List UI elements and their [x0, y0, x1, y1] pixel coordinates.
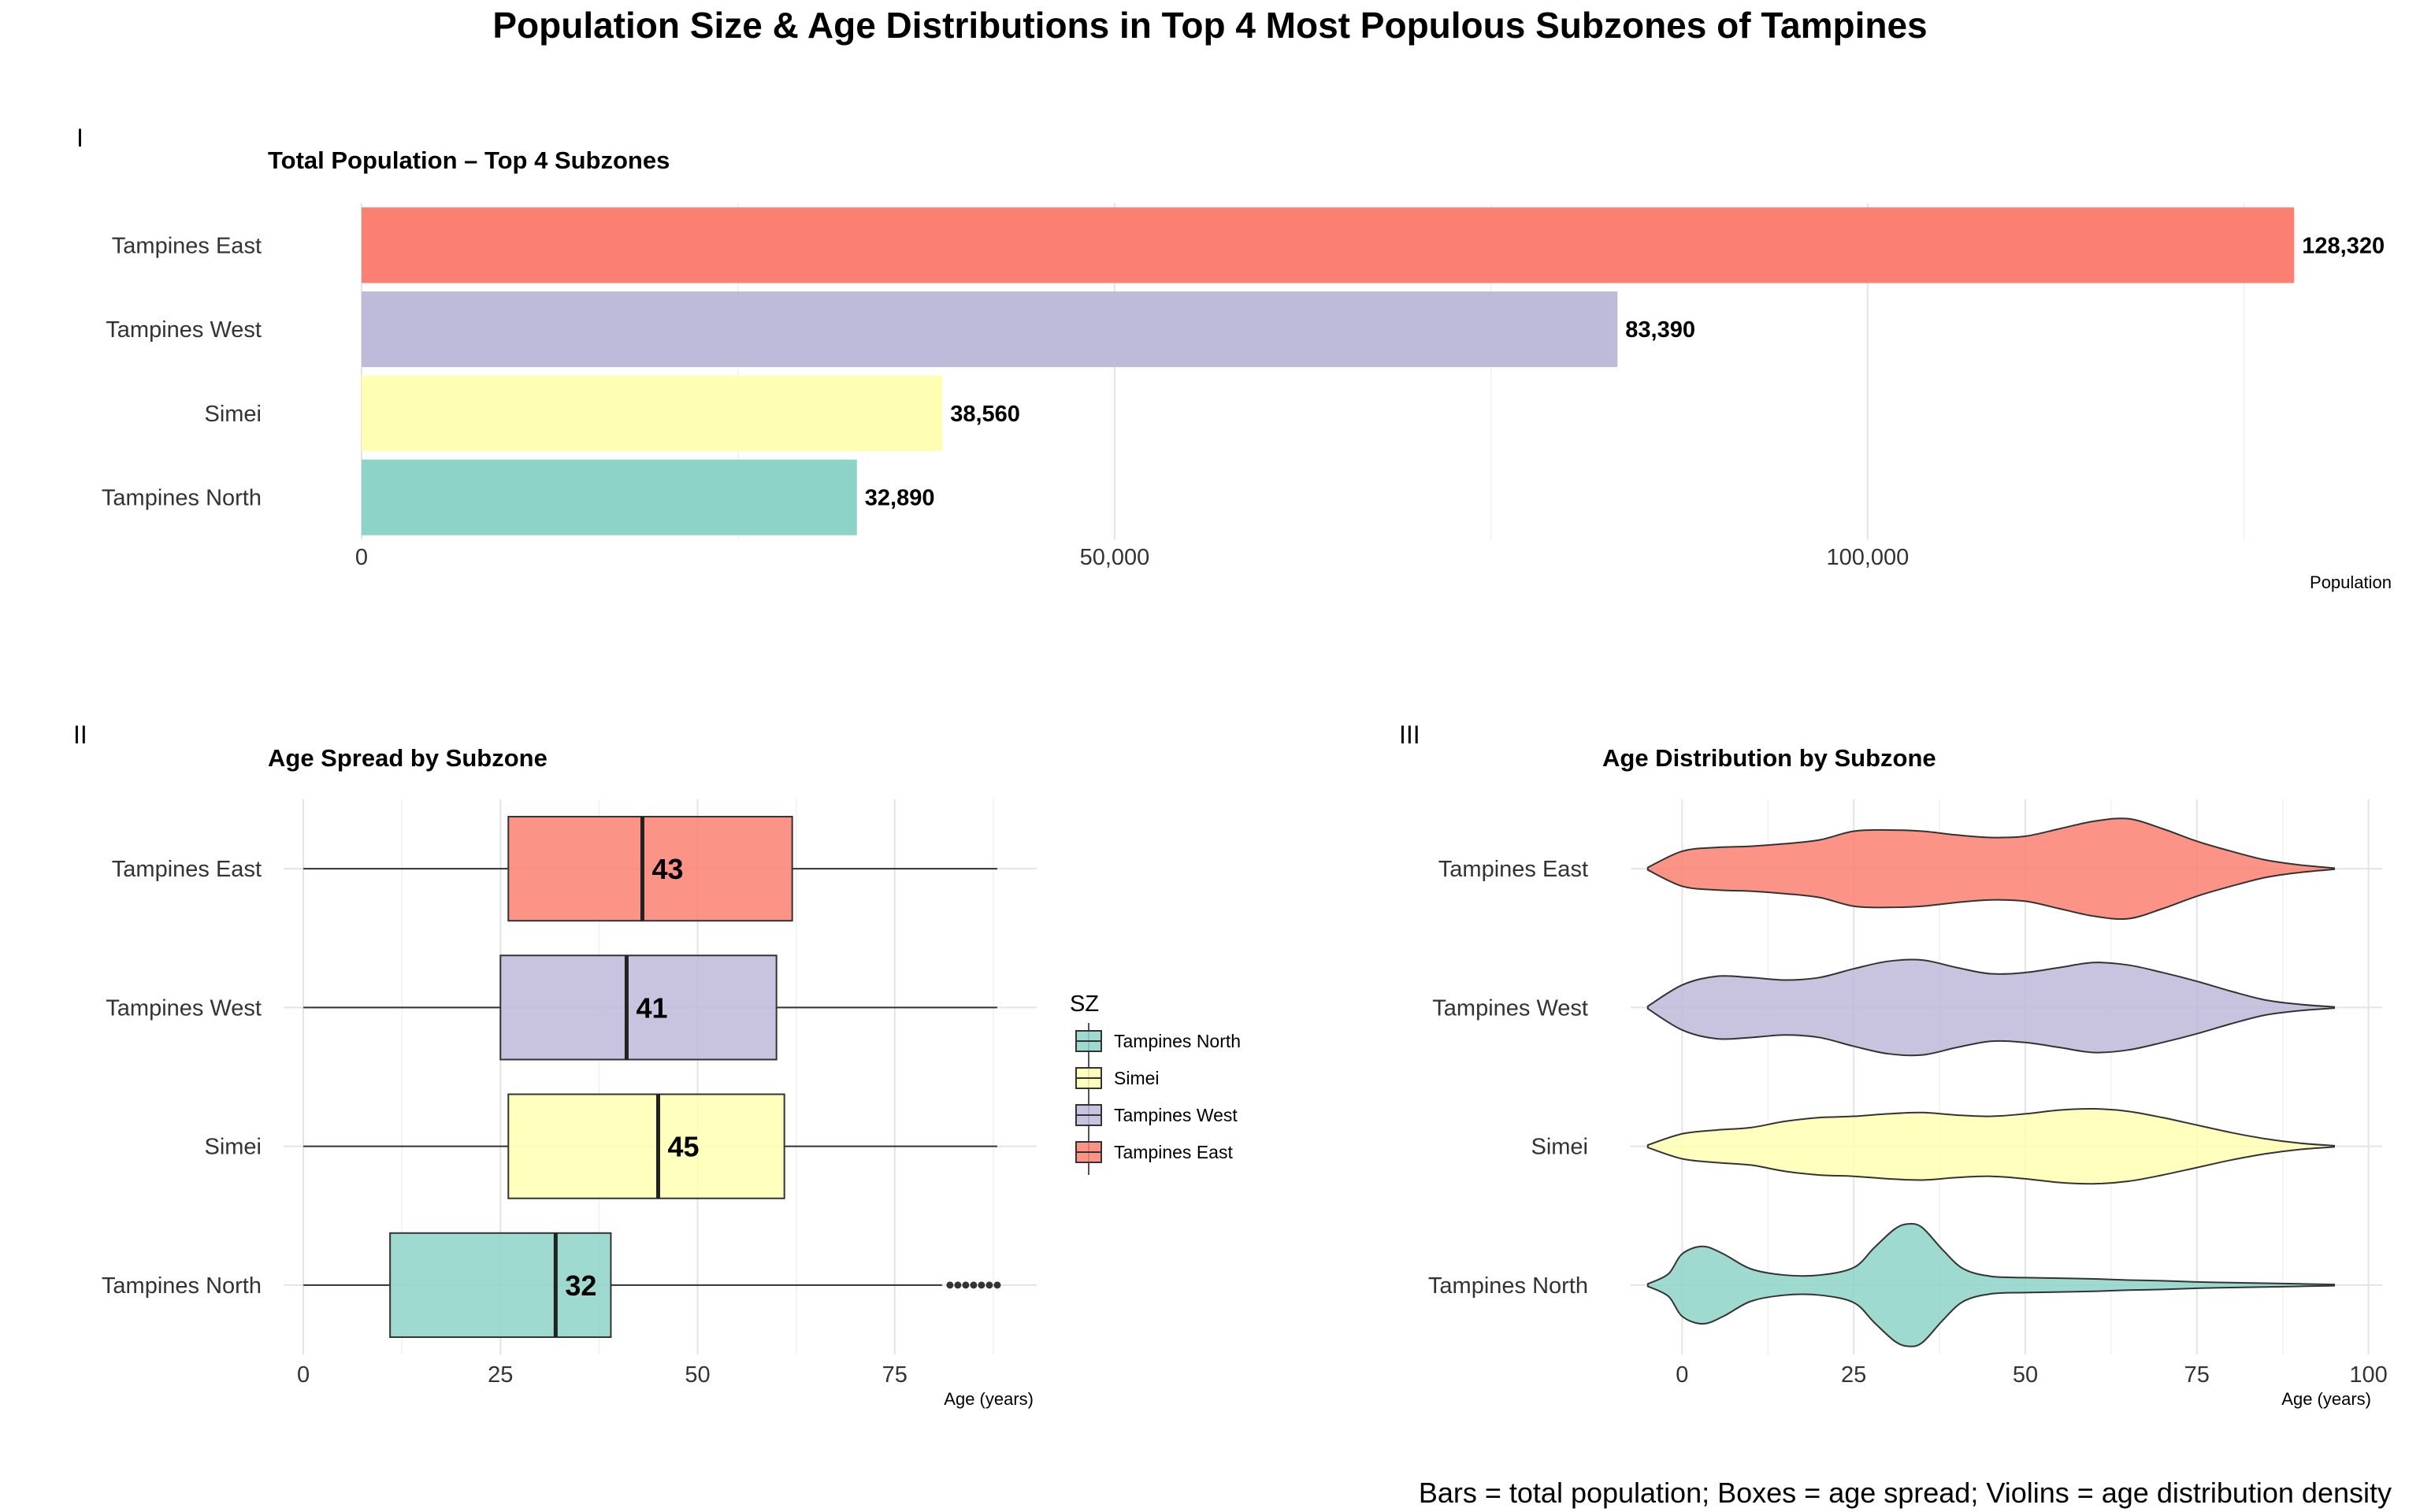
box-iqr: [389, 1232, 612, 1338]
box-outlier-point: [978, 1281, 985, 1289]
panel-title-bar: Total Population – Top 4 Subzones: [268, 146, 670, 174]
violin-tick-label: 50: [2013, 1362, 2038, 1388]
box-category-labels: Tampines East Tampines West Simei Tampines …: [102, 857, 262, 1299]
box-simei: 45: [303, 1093, 997, 1199]
panel-population-bar: I Total Population – Top 4 Subzones 128,…: [76, 124, 2392, 592]
panel-tag-3: III: [1399, 721, 1420, 749]
violin-category-label: Tampines North: [1428, 1273, 1588, 1299]
bar-tampines-west: [362, 291, 1618, 368]
violin-x-axis-title: Age (years): [2281, 1389, 2371, 1409]
violin-marks: [1646, 817, 2336, 1347]
violin-category-label: Simei: [1531, 1135, 1588, 1160]
legend-label: Simei: [1114, 1068, 1160, 1088]
legend-label: Tampines West: [1114, 1105, 1238, 1125]
bar-category-label: Simei: [204, 402, 262, 427]
bar-value-label: 128,320: [2302, 233, 2385, 258]
violin-category-labels: Tampines East Tampines West Simei Tampines …: [1428, 857, 1588, 1299]
box-category-label: Tampines East: [112, 857, 262, 882]
legend-entry-tampines-north: Tampines North: [1075, 1023, 1241, 1064]
bar-value-label: 83,390: [1625, 317, 1695, 343]
bar-tick-label: 0: [355, 545, 368, 570]
figure-caption: Bars = total population; Boxes = age spr…: [1419, 1477, 2392, 1509]
box-x-axis-title: Age (years): [944, 1389, 1034, 1409]
violin-category-label: Tampines West: [1432, 995, 1588, 1021]
legend-label: Tampines East: [1114, 1142, 1233, 1162]
box-tampines-north: 32: [303, 1232, 1001, 1338]
bar-category-label: Tampines North: [102, 486, 262, 511]
figure-title: Population Size & Age Distributions in T…: [492, 5, 1927, 46]
violin-tick-label: 0: [1676, 1362, 1688, 1388]
violin-tampines-east: [1646, 817, 2336, 921]
bar-tick-label: 50,000: [1080, 545, 1150, 570]
violin-tick-labels: 0 25 50 75 100: [1676, 1362, 2387, 1388]
box-median-label: 45: [667, 1131, 699, 1163]
bar-simei: [362, 375, 943, 451]
legend-entry-tampines-west: Tampines West: [1075, 1097, 1238, 1138]
box-tick-label: 25: [488, 1362, 513, 1388]
box-outlier-point: [954, 1281, 962, 1289]
panel-tag-2: II: [73, 721, 87, 749]
bar-value-label: 38,560: [950, 402, 1020, 427]
panel-title-violin: Age Distribution by Subzone: [1602, 744, 1936, 772]
box-category-label: Tampines North: [102, 1273, 262, 1299]
bar-category-labels: Tampines East Tampines West Simei Tampines …: [102, 233, 262, 510]
box-iqr: [499, 954, 778, 1061]
box-outlier-point: [962, 1281, 970, 1289]
panel-age-box: II Age Spread by Subzone 43 41 45 32 Tampin…: [73, 721, 1037, 1409]
legend-title: SZ: [1070, 991, 1099, 1017]
panel-tag-1: I: [76, 124, 84, 152]
violin-tampines-north: [1646, 1222, 2336, 1347]
bar-tick-labels: 0 50,000 100,000: [355, 545, 1909, 570]
box-median-label: 43: [651, 853, 683, 885]
legend-label: Tampines North: [1114, 1031, 1241, 1051]
box-tick-label: 0: [297, 1362, 310, 1388]
box-marks: 43 41 45 32: [303, 816, 1001, 1338]
bar-tampines-north: [362, 459, 857, 536]
box-category-label: Simei: [204, 1135, 262, 1160]
violin-tampines-west: [1646, 958, 2336, 1057]
box-outlier-point: [993, 1281, 1001, 1289]
box-median-label: 32: [565, 1269, 596, 1302]
box-category-label: Tampines West: [106, 995, 262, 1021]
violin-simei: [1646, 1107, 2336, 1185]
violin-tick-label: 75: [2184, 1362, 2210, 1388]
box-iqr: [507, 1093, 785, 1199]
box-tick-labels: 0 25 50 75: [297, 1362, 908, 1388]
bar-value-label: 32,890: [865, 486, 935, 511]
box-iqr: [507, 816, 793, 922]
legend-entry-simei: Simei: [1075, 1060, 1160, 1101]
violin-tick-label: 100: [2349, 1362, 2387, 1388]
violin-tick-label: 25: [1841, 1362, 1866, 1388]
box-tampines-east: 43: [303, 816, 997, 922]
bar-x-axis-title: Population: [2310, 573, 2392, 592]
box-outlier-point: [985, 1281, 993, 1289]
panel-age-violin: III Age Distribution by Subzone Tampines…: [1399, 721, 2388, 1409]
bar-marks: 128,320 83,390 38,560 32,890: [362, 207, 2385, 536]
box-median-label: 41: [636, 991, 667, 1024]
box-outlier-point: [970, 1281, 978, 1289]
box-tick-label: 75: [882, 1362, 908, 1388]
bar-category-label: Tampines West: [106, 317, 262, 343]
legend-entry-tampines-east: Tampines East: [1075, 1134, 1233, 1175]
violin-category-label: Tampines East: [1438, 857, 1588, 882]
box-tick-label: 50: [685, 1362, 710, 1388]
box-tampines-west: 41: [303, 954, 997, 1061]
legend-items: Tampines North Simei Tampines West Tampines…: [1075, 1023, 1241, 1175]
bar-tick-label: 100,000: [1826, 545, 1909, 570]
panel-title-box: Age Spread by Subzone: [268, 744, 547, 772]
box-outlier-point: [946, 1281, 954, 1289]
bar-tampines-east: [362, 207, 2295, 284]
bar-category-label: Tampines East: [112, 233, 262, 258]
